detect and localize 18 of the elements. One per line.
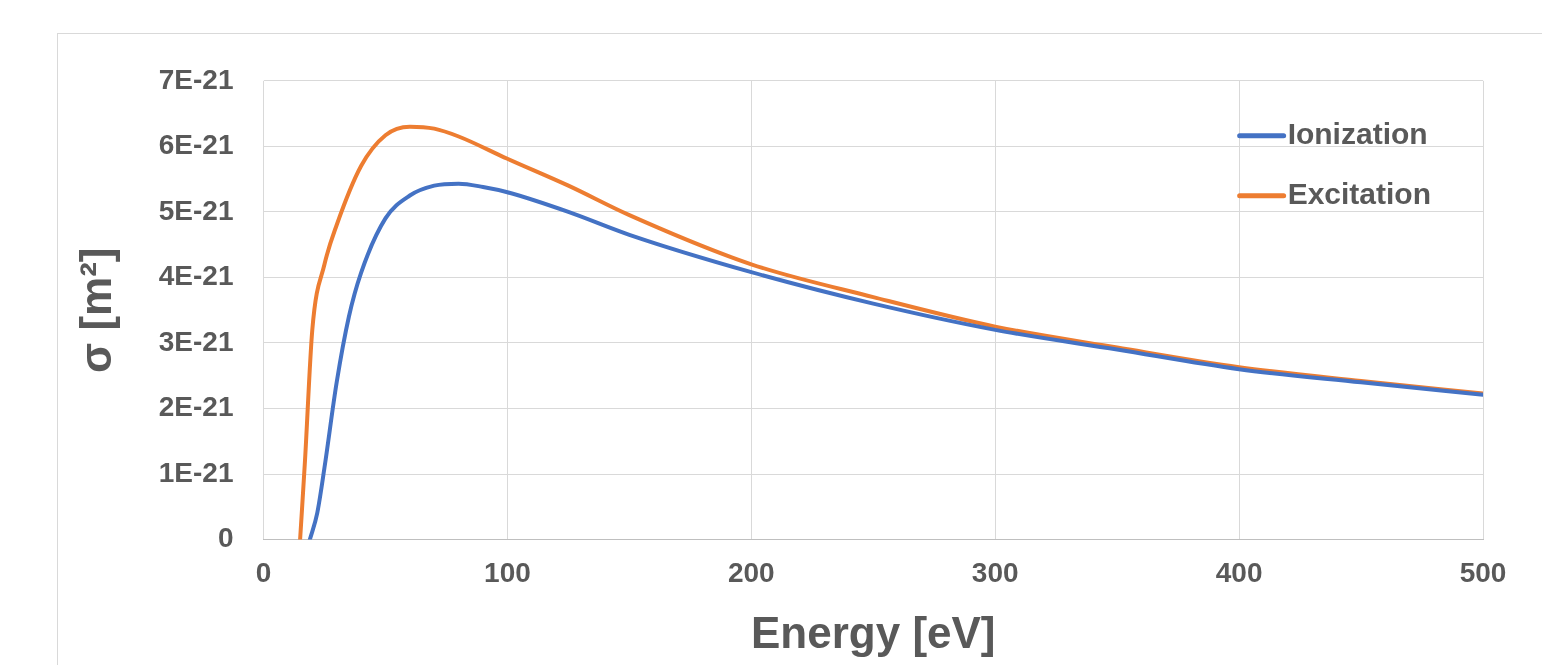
x-tick-label: 100: [484, 557, 531, 589]
legend-label: Excitation: [1287, 177, 1432, 211]
legend-label: Ionization: [1287, 117, 1428, 151]
x-tick-label: 300: [971, 557, 1019, 589]
y-tick-label: 6E-21: [158, 129, 234, 161]
y-tick-label: 2E-21: [158, 391, 234, 423]
y-tick-label: 5E-21: [158, 194, 234, 226]
x-tick-label: 500: [1459, 557, 1507, 589]
y-axis-title: σ [m²]: [70, 247, 120, 373]
y-tick-label: 1E-21: [158, 456, 234, 488]
x-tick-label: 200: [727, 557, 775, 589]
y-tick-label: 7E-21: [158, 63, 234, 95]
x-tick-label: 400: [1215, 557, 1263, 589]
x-axis-title: Energy [eV]: [751, 607, 996, 657]
y-tick-label: 0: [217, 522, 234, 554]
y-tick-label: 4E-21: [158, 260, 234, 292]
y-tick-label: 3E-21: [158, 325, 234, 357]
x-tick-label: 0: [255, 557, 272, 589]
